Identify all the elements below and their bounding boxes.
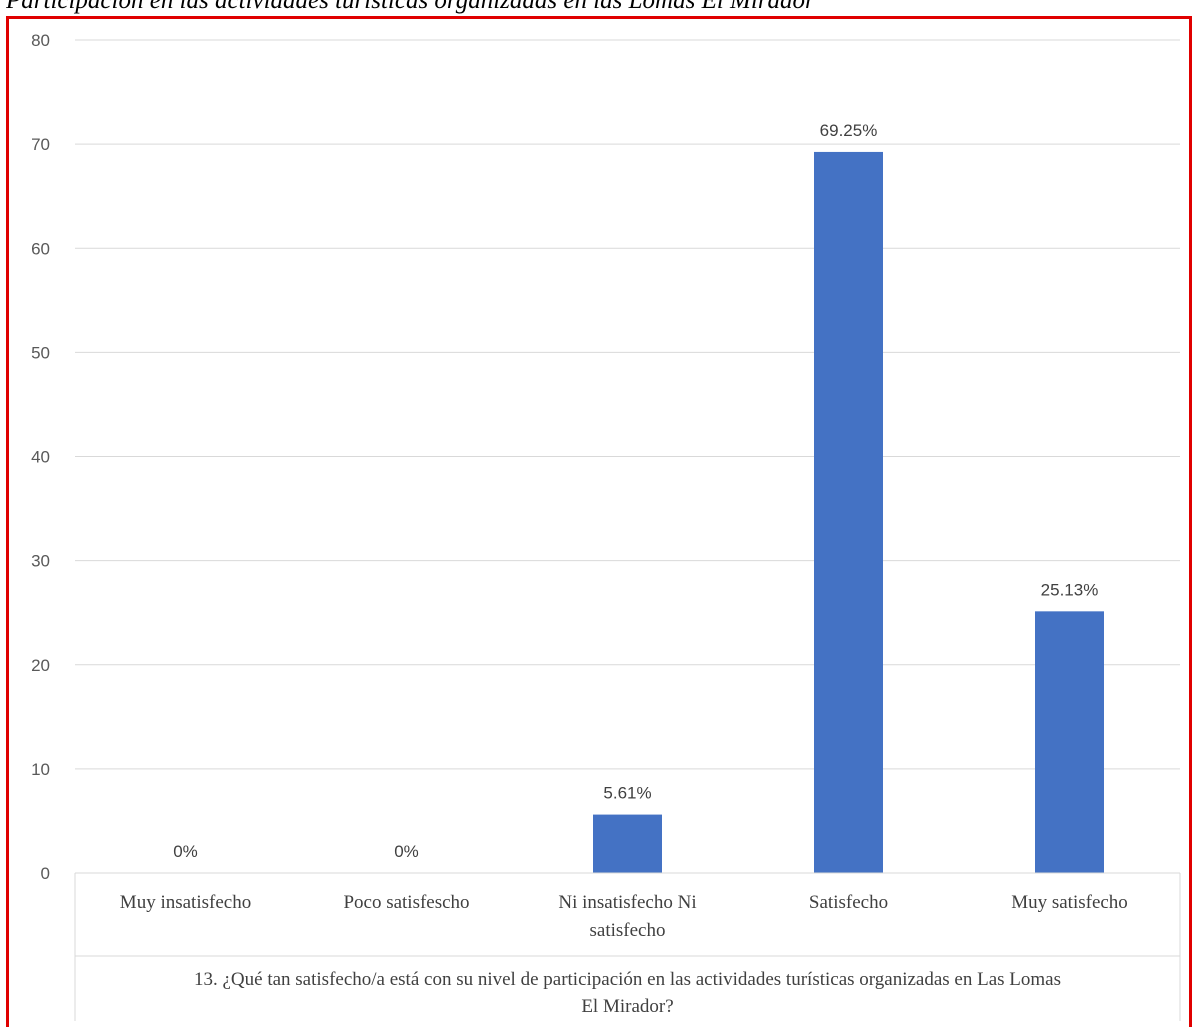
x-axis-title: 13. ¿Qué tan satisfecho/a está con su ni… — [194, 969, 1061, 990]
y-tick-label: 40 — [31, 448, 50, 467]
x-axis-title: El Mirador? — [581, 996, 673, 1017]
x-tick-label: Muy insatisfecho — [120, 892, 251, 913]
figure-frame — [6, 16, 1192, 1027]
y-tick-label: 0 — [41, 864, 50, 883]
y-tick-label: 10 — [31, 760, 50, 779]
y-tick-label: 60 — [31, 239, 50, 258]
x-tick-label: satisfecho — [590, 920, 666, 941]
x-tick-label: Ni insatisfecho Ni — [558, 892, 696, 913]
data-label: 0% — [394, 842, 419, 861]
data-label: 5.61% — [603, 784, 651, 803]
chart-caption: Participación en las actividades turísti… — [6, 0, 815, 14]
bar — [814, 151, 883, 873]
x-tick-label: Satisfecho — [809, 892, 888, 913]
x-tick-label: Poco satisfescho — [343, 892, 469, 913]
y-tick-label: 50 — [31, 343, 50, 362]
y-tick-label: 20 — [31, 656, 50, 675]
bar — [593, 814, 662, 873]
y-tick-label: 30 — [31, 552, 50, 571]
data-label: 0% — [173, 842, 198, 861]
y-tick-label: 70 — [31, 135, 50, 154]
data-label: 69.25% — [820, 121, 878, 140]
x-tick-label: Muy satisfecho — [1011, 892, 1128, 913]
bar — [1035, 611, 1104, 873]
data-label: 25.13% — [1041, 580, 1099, 599]
y-tick-label: 80 — [31, 31, 50, 50]
